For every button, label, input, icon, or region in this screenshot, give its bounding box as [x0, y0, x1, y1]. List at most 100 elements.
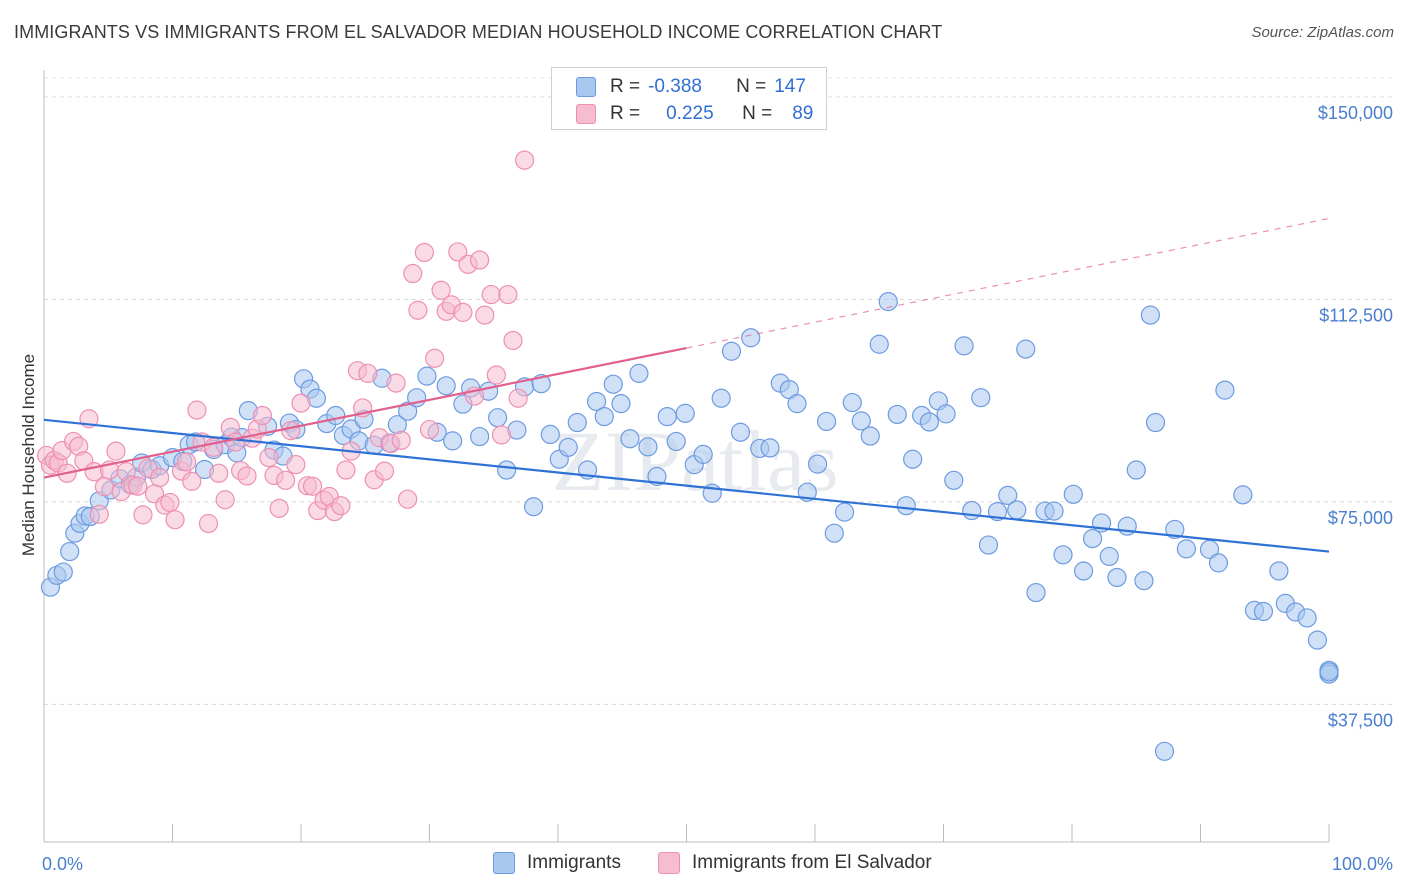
- bottom-legend-label: Immigrants from El Salvador: [692, 852, 932, 873]
- point-immigrants: [978, 535, 999, 555]
- point-immigrants: [1208, 553, 1229, 573]
- point-immigrants: [807, 454, 828, 474]
- point-immigrants: [1165, 519, 1185, 540]
- point-immigrants: [1044, 501, 1064, 521]
- point-el-salvador: [374, 461, 395, 481]
- point-immigrants: [558, 437, 578, 457]
- point-immigrants: [1063, 484, 1083, 504]
- point-immigrants: [919, 412, 939, 432]
- point-el-salvador: [133, 505, 153, 525]
- point-el-salvador: [209, 463, 229, 483]
- point-el-salvador: [358, 363, 378, 384]
- point-immigrants: [1297, 608, 1317, 628]
- point-immigrants: [851, 411, 871, 431]
- x-tick-label-end: 100.0%: [1332, 854, 1393, 874]
- point-immigrants: [666, 431, 686, 452]
- legend-n-value: 89: [792, 103, 814, 124]
- point-immigrants: [1026, 582, 1046, 603]
- point-immigrants: [470, 426, 490, 447]
- point-el-salvador: [408, 300, 428, 320]
- point-immigrants: [1126, 460, 1146, 480]
- point-el-salvador: [291, 393, 311, 413]
- point-immigrants: [60, 541, 80, 562]
- point-immigrants: [1107, 567, 1127, 588]
- point-immigrants: [834, 502, 855, 522]
- trend-line-el-salvador: [43, 346, 687, 479]
- point-immigrants: [787, 394, 807, 414]
- point-el-salvador: [198, 513, 219, 534]
- point-immigrants: [1134, 571, 1154, 591]
- point-el-salvador: [177, 452, 197, 472]
- point-immigrants: [675, 403, 695, 423]
- legend-swatch-blue: [576, 77, 596, 97]
- point-el-salvador: [448, 242, 468, 262]
- point-immigrants: [962, 500, 982, 521]
- point-immigrants: [1307, 630, 1328, 650]
- legend-row-immigrants: R = -0.388 N = 147: [576, 74, 806, 100]
- point-immigrants: [540, 424, 560, 445]
- point-el-salvador: [470, 250, 490, 270]
- bottom-legend-el-salvador: Immigrants from El Salvador: [658, 852, 932, 874]
- point-immigrants: [1007, 500, 1027, 520]
- legend-row-el-salvador: R = 0.225 N = 89: [576, 101, 813, 127]
- legend-swatch-pink: [576, 104, 596, 124]
- point-el-salvador: [419, 419, 440, 440]
- point-el-salvador: [89, 504, 109, 524]
- point-immigrants: [760, 438, 780, 458]
- point-el-salvador: [150, 467, 170, 488]
- point-immigrants: [1099, 546, 1119, 567]
- point-immigrants: [1233, 485, 1253, 505]
- legend-r-label: R =: [610, 76, 641, 97]
- point-immigrants: [730, 422, 751, 442]
- point-immigrants: [721, 341, 742, 361]
- point-immigrants: [1073, 561, 1094, 581]
- point-immigrants: [594, 406, 614, 427]
- point-el-salvador: [453, 302, 473, 322]
- point-el-salvador: [475, 305, 495, 325]
- point-el-salvador: [431, 280, 451, 300]
- point-el-salvador: [302, 476, 323, 496]
- point-immigrants: [647, 466, 667, 487]
- point-el-salvador: [94, 477, 114, 497]
- point-immigrants: [523, 497, 544, 517]
- point-immigrants: [869, 334, 889, 354]
- legend-r-value: 0.225: [666, 103, 714, 124]
- bottom-legend-swatch-pink: [658, 852, 680, 874]
- point-immigrants: [998, 485, 1018, 506]
- point-el-salvador: [331, 496, 351, 516]
- point-el-salvador: [237, 466, 257, 486]
- legend-n-label: N =: [742, 103, 773, 124]
- trend-lines: [43, 217, 1330, 553]
- y-tick-label: $37,500: [1328, 710, 1393, 730]
- point-immigrants: [896, 496, 916, 516]
- point-immigrants: [1053, 545, 1073, 565]
- point-el-salvador: [187, 400, 207, 420]
- point-el-salvador: [165, 510, 185, 530]
- source-label: Source: ZipAtlas.com: [1251, 24, 1394, 41]
- bottom-legend-label: Immigrants: [527, 852, 621, 873]
- point-immigrants: [53, 562, 73, 582]
- point-el-salvador: [503, 330, 523, 351]
- point-el-salvador: [403, 263, 423, 284]
- point-immigrants: [954, 336, 974, 356]
- point-el-salvador: [215, 490, 235, 510]
- point-immigrants: [878, 292, 898, 312]
- point-el-salvador: [398, 489, 418, 509]
- tick-labels: $37,500 $75,000 $112,500 $150,000 0.0% 100.0%: [42, 103, 1393, 874]
- point-el-salvador: [425, 348, 445, 368]
- point-immigrants: [603, 374, 623, 394]
- point-immigrants: [816, 411, 837, 432]
- point-immigrants: [638, 437, 658, 457]
- point-immigrants: [1082, 528, 1103, 549]
- point-el-salvador: [281, 421, 301, 441]
- point-el-salvador: [514, 150, 535, 170]
- point-immigrants: [741, 328, 761, 348]
- point-el-salvador: [386, 373, 406, 393]
- trend-line-el-salvador-extension: [686, 217, 1330, 349]
- point-immigrants: [1269, 561, 1289, 581]
- legend-n-label: N =: [736, 76, 767, 97]
- point-immigrants: [657, 406, 677, 427]
- correlation-legend: R = -0.388 N = 147 R = 0.225 N = 89: [551, 67, 827, 130]
- legend-r-label: R =: [610, 103, 641, 124]
- point-immigrants: [971, 388, 991, 408]
